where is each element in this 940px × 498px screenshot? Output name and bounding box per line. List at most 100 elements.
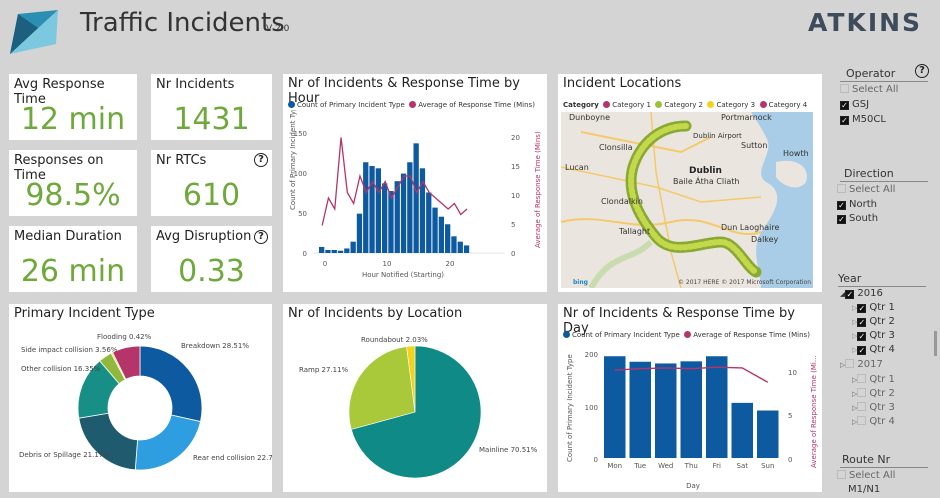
slicer-option[interactable]: ✓ North	[837, 199, 877, 210]
place-label: Portmarnock	[721, 113, 772, 122]
y-tick: 150	[294, 130, 307, 138]
donut-slice	[139, 345, 203, 423]
kpi-value: 26 min	[20, 254, 126, 289]
donut-slice	[78, 412, 138, 471]
daily-chart-visual[interactable]: Nr of Incidents & Response Time by Day C…	[558, 304, 822, 492]
help-icon[interactable]: ?	[254, 153, 268, 167]
y2-tick: 5	[788, 412, 792, 420]
place-label: Clondalkin	[601, 197, 643, 206]
chart-legend: Count of Primary Incident Type Average o…	[563, 331, 810, 339]
kpi-value: 0.33	[178, 254, 245, 289]
x-tick: Sun	[761, 462, 774, 470]
location-visual[interactable]: Nr of Incidents by Location Roundabout 2…	[283, 304, 547, 492]
slicer-option[interactable]: M1/N1	[848, 484, 881, 495]
help-icon[interactable]: ?	[915, 64, 929, 78]
slicer-option[interactable]: ▷✓ Qtr 1	[852, 302, 895, 313]
x-tick: Thu	[684, 462, 698, 470]
kpi-nr-rtcs: Nr RTCs ? 610	[151, 150, 272, 216]
bing-logo: bing	[573, 279, 588, 286]
hourly-chart: Count of Primary Incident Type Average o…	[289, 110, 542, 279]
y2-tick: 20	[511, 134, 520, 142]
bar	[463, 245, 470, 253]
slicer-option[interactable]: Select All	[837, 470, 895, 481]
incident-map[interactable]: Dunboyne Portmarnock Clonsilla Dublin Ai…	[561, 112, 813, 288]
slice-label: Mainline 70.51%	[479, 446, 538, 454]
place-label: Dalkey	[751, 235, 779, 244]
slicer-option[interactable]: Select All	[837, 184, 895, 195]
slicer-option[interactable]: ✓ M50CL	[840, 114, 886, 125]
slice-label: Breakdown 28.51%	[181, 342, 249, 350]
slicer-option[interactable]: ▷✓ Qtr 4	[852, 344, 895, 355]
y2-tick: 15	[511, 163, 520, 171]
pie-slice	[406, 345, 416, 413]
bar	[363, 162, 369, 253]
kpi-label: Responses on Time	[14, 153, 104, 183]
primary-type-visual[interactable]: Primary Incident Type Flooding 0.42% Sid…	[9, 304, 272, 492]
y-tick: 100	[294, 170, 307, 178]
y-tick: 0	[594, 456, 598, 464]
chart-legend: Count of Primary Incident Type Average o…	[288, 101, 535, 109]
kpi-value: 610	[182, 178, 241, 213]
bar	[438, 216, 444, 253]
bar	[629, 361, 651, 458]
y2-tick: 5	[511, 221, 515, 229]
primary-type-donut: Flooding 0.42% Side impact collision 3.5…	[19, 333, 272, 471]
pie-slice	[348, 346, 416, 430]
series-line	[321, 137, 468, 226]
series-line	[614, 366, 769, 383]
slicer-option[interactable]: ▷ Qtr 4	[852, 416, 895, 427]
bar	[457, 241, 463, 253]
legend-item: Category 1	[612, 101, 651, 109]
bar	[413, 143, 419, 253]
app-logo	[10, 10, 58, 54]
kpi-label: Median Duration	[14, 229, 122, 244]
x-axis-label: Hour Notified (Starting)	[362, 271, 444, 279]
slicer-option[interactable]: Select All	[840, 84, 898, 95]
hourly-chart-visual[interactable]: Nr of Incidents & Response Time by Hour …	[283, 74, 547, 292]
bar	[337, 250, 344, 253]
place-label: Baile Átha Cliath	[673, 175, 739, 186]
slicer-option-2016[interactable]: ◢✓ 2016	[840, 288, 883, 299]
bar	[331, 249, 337, 253]
slicer-option[interactable]: ✓ South	[837, 213, 879, 224]
legend-line: Average of Response Time (Mins)	[693, 331, 810, 339]
slicer-option-2017[interactable]: ▷ 2017	[840, 359, 883, 370]
visual-title: Incident Locations	[563, 76, 682, 91]
bar	[382, 183, 388, 253]
bar	[419, 168, 426, 253]
bar	[325, 249, 331, 253]
place-label: Clonsilla	[599, 143, 633, 152]
slice-label: Roundabout 2.03%	[361, 336, 428, 344]
slice-label: Flooding 0.42%	[97, 333, 152, 341]
x-tick: 20	[446, 260, 455, 268]
help-icon[interactable]: ?	[254, 230, 268, 244]
slicer-option[interactable]: ▷ Qtr 2	[852, 388, 895, 399]
bar	[731, 402, 753, 458]
scrollbar[interactable]	[934, 331, 937, 356]
slice-label: Debris or Spillage 21.17%	[19, 451, 110, 459]
slicer-option[interactable]: ✓ GSJ	[840, 99, 870, 110]
place-label: Sutton	[741, 141, 767, 150]
slicer-option[interactable]: ▷✓ Qtr 2	[852, 316, 895, 327]
x-tick: Wed	[658, 462, 673, 470]
bar	[319, 246, 325, 253]
slicer-option[interactable]: ▷ Qtr 3	[852, 402, 895, 413]
slice-label: Rear end collision 22.71%	[193, 454, 272, 462]
y-axis-label-right: Average of Response Time (Mi...	[810, 355, 818, 468]
map-visual[interactable]: Incident Locations Category Category 1 C…	[558, 74, 822, 292]
slicer-title-operator: Operator	[846, 67, 896, 80]
x-tick: 0	[323, 260, 327, 268]
legend-title: Category	[563, 101, 599, 109]
slicer-option[interactable]: ▷ Qtr 1	[852, 374, 895, 385]
x-tick: Sat	[737, 462, 749, 470]
map-legend: Category Category 1 Category 2 Category …	[563, 101, 807, 109]
y2-tick: 10	[511, 192, 520, 200]
y-tick: 200	[585, 351, 598, 359]
slicer-option[interactable]: ▷✓ Qtr 3	[852, 330, 895, 341]
legend-bar: Count of Primary Incident Type	[297, 101, 405, 109]
donut-slice	[112, 345, 141, 380]
donut-slice	[134, 414, 201, 471]
bar	[344, 248, 350, 253]
x-tick: Tue	[633, 462, 646, 470]
location-pie: Roundabout 2.03% Ramp 27.11% Mainline 70…	[299, 336, 538, 479]
